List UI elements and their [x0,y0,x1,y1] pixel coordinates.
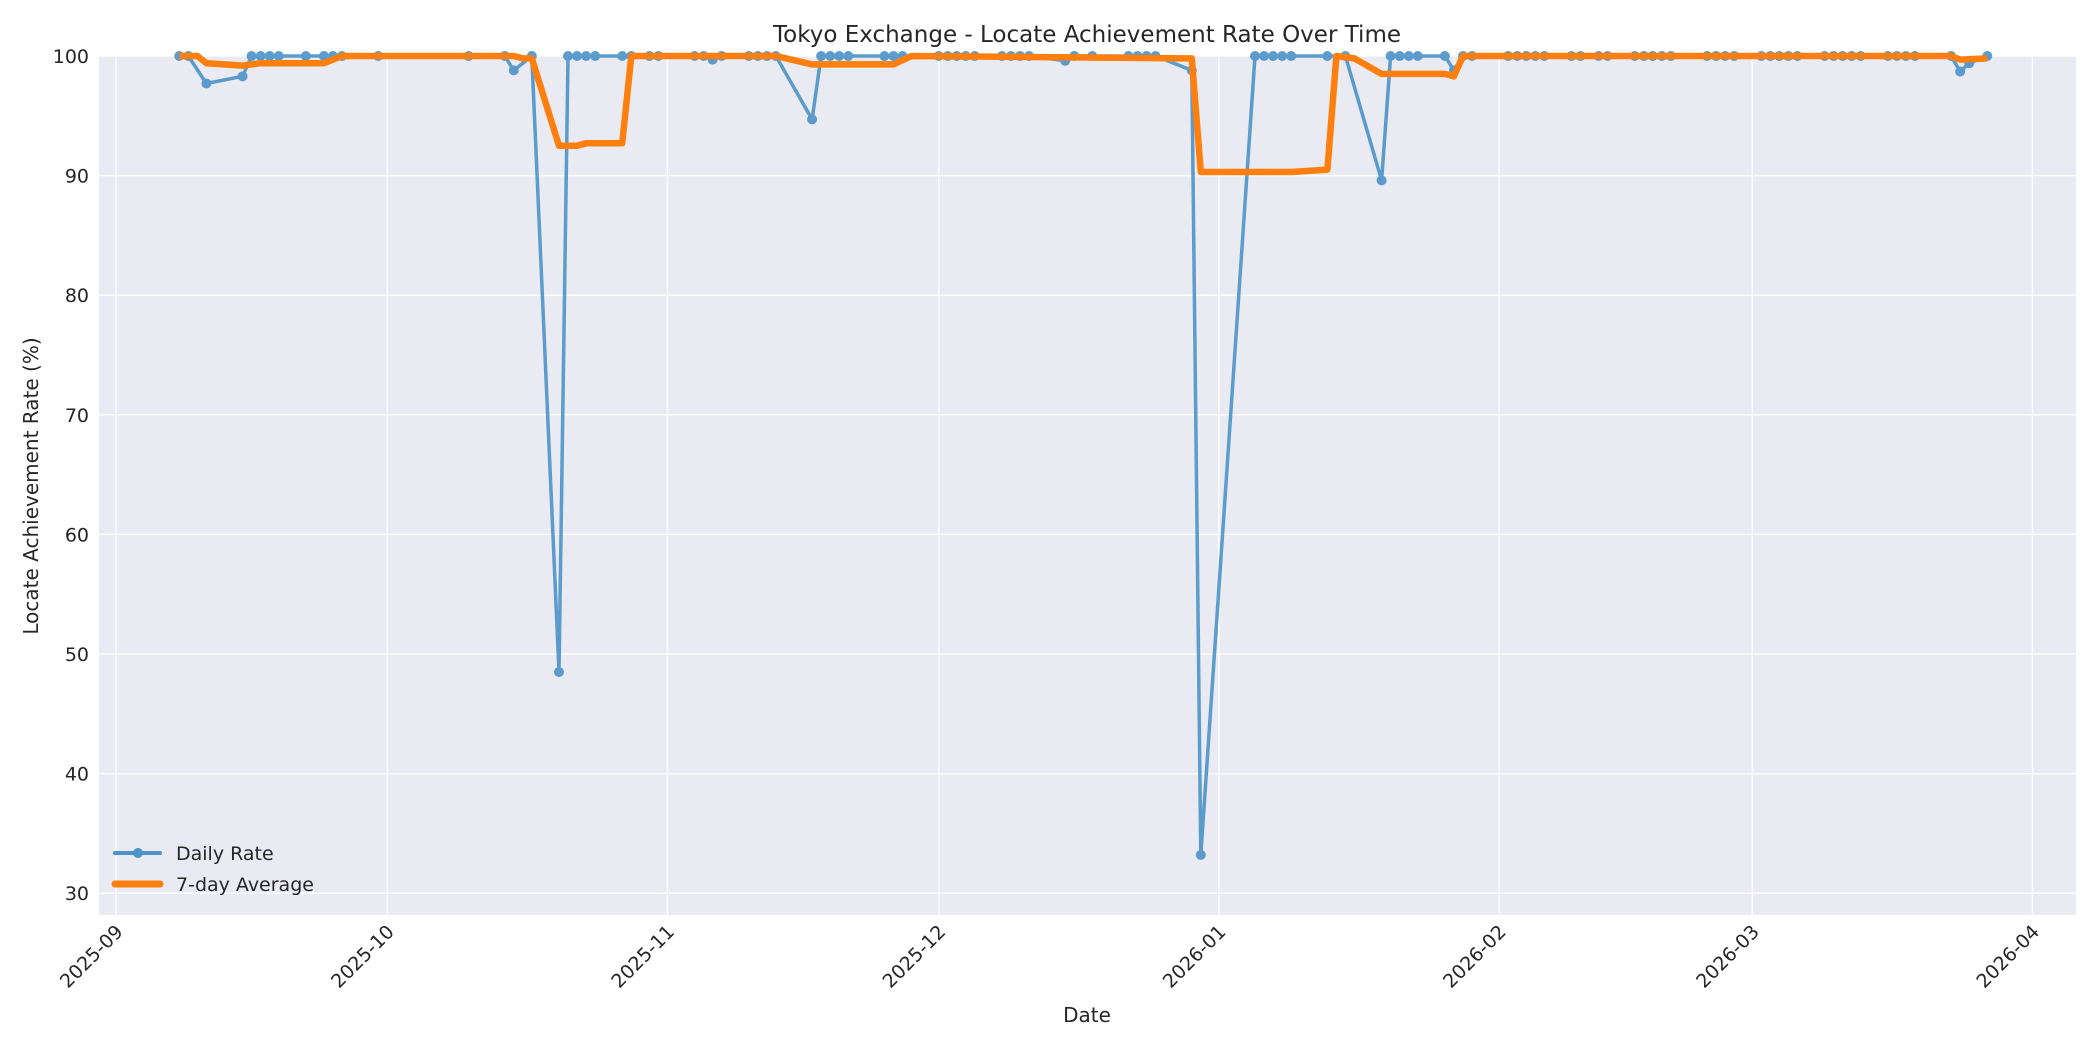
legend-marker-icon [133,848,143,858]
y-tick-label: 50 [65,644,89,666]
data-point [246,51,257,61]
y-axis-label: Locate Achievement Rate (%) [19,337,43,634]
series-layer [174,51,1993,860]
data-point [508,65,519,76]
data-point [1439,51,1450,61]
data-point [563,51,573,61]
data-point [843,51,854,61]
data-point [1412,51,1423,61]
data-point [300,51,311,61]
x-tick-label: 2026-02 [1439,921,1511,993]
data-point [1394,51,1405,61]
y-tick-label: 90 [65,166,89,188]
x-tick-label: 2025-10 [327,921,399,993]
data-point [264,51,275,61]
x-tick-label: 2025-12 [878,921,950,993]
data-point [807,114,818,125]
x-axis-label: Date [1063,1003,1111,1027]
legend-item-7day-average: 7-day Average [111,874,314,896]
plot-area [99,56,2076,915]
data-point [572,51,583,61]
y-tick-label: 40 [65,764,89,786]
y-axis-ticks: 30 40 50 60 70 80 90 100 [53,46,89,905]
data-point [590,51,601,61]
y-tick-label: 100 [53,46,89,68]
data-point [255,51,266,61]
data-point [1403,51,1414,61]
data-point [318,51,329,61]
data-point [581,51,592,61]
data-point [617,51,628,61]
data-point [237,71,248,82]
data-point [1322,51,1333,61]
data-point [1955,66,1966,77]
data-point [888,51,899,61]
data-point [1259,51,1270,61]
legend: Daily Rate 7-day Average [111,843,314,896]
seven-day-average-line [179,52,1988,176]
data-point [1277,51,1288,61]
data-point [1268,51,1279,61]
legend-item-daily-rate: Daily Rate [113,843,274,865]
legend-label-7day-average: 7-day Average [176,874,314,896]
data-point [553,666,564,677]
data-point [1376,175,1387,186]
chart-title: Tokyo Exchange - Locate Achievement Rate… [772,22,1401,48]
y-tick-label: 80 [65,285,89,307]
data-point [834,51,845,61]
data-point [273,51,284,61]
x-tick-label: 2026-03 [1692,921,1764,993]
y-tick-label: 30 [65,883,89,905]
x-axis-ticks: 2025-09 2025-10 2025-11 2025-12 2026-01 2026-… [56,921,2044,993]
x-tick-label: 2025-09 [56,921,128,993]
data-point [1286,51,1297,61]
data-point [879,51,890,61]
data-point [1385,51,1396,61]
x-tick-label: 2025-11 [607,921,679,993]
data-point [816,51,827,61]
data-point [201,78,212,89]
x-tick-label: 2026-04 [1972,921,2044,993]
y-tick-label: 70 [65,405,89,427]
data-point [1195,849,1206,860]
x-tick-label: 2026-01 [1159,921,1231,993]
data-point [1250,51,1261,61]
data-point [825,51,836,61]
gridlines [99,55,2076,915]
legend-label-daily-rate: Daily Rate [176,843,274,865]
y-tick-label: 60 [65,524,89,546]
